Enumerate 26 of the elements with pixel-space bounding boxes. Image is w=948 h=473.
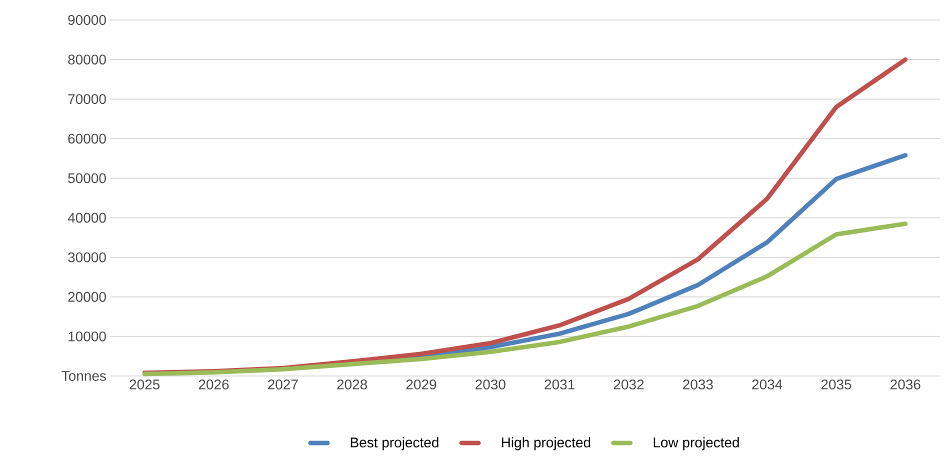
y-tick-label: 90000 — [68, 15, 106, 25]
x-tick-label: 2026 — [198, 380, 229, 390]
x-tick-label: 2027 — [268, 380, 298, 390]
x-tick-label: 2028 — [337, 380, 368, 390]
x-tick-label: 2031 — [544, 380, 574, 390]
x-tick-label: 2034 — [752, 380, 782, 390]
line-series — [142, 221, 908, 376]
legend-label: High projected — [502, 437, 590, 450]
y-tick-label: 30000 — [68, 252, 106, 262]
y-tick-label: Tonnes — [62, 371, 106, 381]
x-tick-label: 2036 — [890, 380, 920, 390]
legend-label: Low projected — [654, 437, 739, 450]
legend-label: Best projected — [350, 437, 438, 450]
y-tick-label: 80000 — [68, 54, 106, 65]
y-tick-label: 70000 — [68, 94, 106, 104]
y-tick-label: 40000 — [68, 212, 106, 223]
x-tick-label: 2030 — [476, 380, 506, 390]
x-tick-label: 2033 — [683, 380, 713, 390]
x-tick-label: 2029 — [406, 380, 436, 390]
y-tick-label: 20000 — [68, 292, 106, 302]
x-tick-label: 2035 — [821, 380, 852, 390]
y-tick-label: 10000 — [68, 331, 106, 342]
x-tick-label: 2025 — [130, 380, 160, 390]
y-tick-label: 60000 — [68, 134, 106, 144]
x-tick-label: 2032 — [614, 380, 644, 390]
y-tick-label: 50000 — [68, 173, 106, 184]
